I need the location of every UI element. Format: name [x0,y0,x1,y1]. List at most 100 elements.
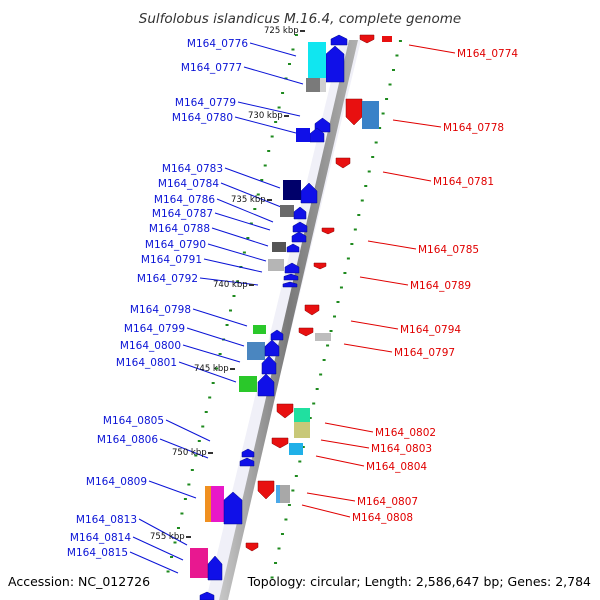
tick-mark-outer [350,243,354,245]
forward-gene-arrow[interactable] [241,448,255,458]
gene-feature-block[interactable] [294,422,310,438]
reverse-gene-arrow[interactable] [245,542,259,552]
gene-feature-block[interactable] [362,101,379,129]
gene-label-M164_0800[interactable]: M164_0800 [120,340,181,352]
gene-label-M164_0797[interactable]: M164_0797 [394,347,455,359]
forward-gene-arrow[interactable] [199,591,215,600]
gene-label-M164_0777[interactable]: M164_0777 [181,62,242,74]
gene-label-M164_0791[interactable]: M164_0791 [141,254,202,266]
forward-gene-arrow[interactable] [283,273,299,281]
gene-label-M164_0785[interactable]: M164_0785 [418,244,479,256]
reverse-gene-arrow[interactable] [276,403,294,419]
gene-label-M164_0804[interactable]: M164_0804 [366,461,427,473]
leader-line [350,320,399,330]
forward-gene-arrow[interactable] [282,281,298,288]
gene-label-M164_0794[interactable]: M164_0794 [400,324,461,336]
gene-label-M164_0802[interactable]: M164_0802 [375,427,436,439]
reverse-gene-arrow[interactable] [335,157,351,169]
reverse-gene-arrow[interactable] [359,34,375,44]
reverse-gene-arrow[interactable] [321,227,335,235]
gene-feature-block[interactable] [280,205,294,217]
tick-mark-inner [176,527,180,529]
gene-label-M164_0778[interactable]: M164_0778 [443,122,504,134]
gene-label-M164_0805[interactable]: M164_0805 [103,415,164,427]
forward-gene-arrow[interactable] [286,243,300,253]
gene-feature-block[interactable] [239,376,257,392]
forward-gene-arrow[interactable] [325,45,345,83]
leader-line [178,361,237,383]
gene-label-M164_0792[interactable]: M164_0792 [137,273,198,285]
scale-tick [208,452,213,454]
gene-label-M164_0780[interactable]: M164_0780 [172,112,233,124]
gene-label-M164_0779[interactable]: M164_0779 [175,97,236,109]
gene-label-M164_0815[interactable]: M164_0815 [67,547,128,559]
reverse-gene-arrow[interactable] [298,327,314,337]
tick-mark-outer [277,547,281,550]
gene-feature-block[interactable] [296,128,310,142]
forward-gene-arrow[interactable] [223,491,243,525]
gene-feature-block[interactable] [382,36,392,42]
gene-label-M164_0776[interactable]: M164_0776 [187,38,248,50]
reverse-gene-arrow[interactable] [304,304,320,316]
gene-label-M164_0790[interactable]: M164_0790 [145,239,206,251]
gene-feature-block[interactable] [289,443,303,455]
forward-gene-arrow[interactable] [293,206,307,220]
forward-gene-arrow[interactable] [257,373,275,397]
gene-label-M164_0788[interactable]: M164_0788 [149,223,210,235]
gene-feature-block[interactable] [320,78,326,92]
gene-feature-block[interactable] [306,78,320,92]
gene-label-M164_0781[interactable]: M164_0781 [433,176,494,188]
gene-label-M164_0806[interactable]: M164_0806 [97,434,158,446]
forward-gene-arrow[interactable] [261,355,277,375]
forward-gene-arrow[interactable] [292,221,308,233]
gene-label-M164_0807[interactable]: M164_0807 [357,496,418,508]
gene-label-M164_0787[interactable]: M164_0787 [152,208,213,220]
gene-feature-block[interactable] [253,325,266,334]
forward-gene-arrow[interactable] [284,262,300,274]
gene-label-M164_0801[interactable]: M164_0801 [116,357,177,369]
forward-gene-arrow[interactable] [270,329,284,341]
gene-label-M164_0803[interactable]: M164_0803 [371,443,432,455]
gene-label-M164_0774[interactable]: M164_0774 [457,48,518,60]
tick-mark-inner [284,77,288,80]
forward-gene-arrow[interactable] [207,555,223,581]
tick-mark-outer [357,214,361,216]
gene-feature-block[interactable] [308,42,326,78]
reverse-gene-arrow[interactable] [257,480,275,500]
gene-feature-block[interactable] [272,242,286,252]
tick-mark-inner [208,396,212,399]
gene-feature-block[interactable] [280,485,290,503]
forward-gene-arrow[interactable] [291,231,307,243]
scale-label-740: 740 kbp [213,280,248,290]
gene-feature-block[interactable] [294,408,310,422]
gene-feature-block[interactable] [283,180,301,200]
gene-feature-block[interactable] [190,548,208,578]
forward-gene-arrow[interactable] [330,34,348,46]
gene-label-M164_0808[interactable]: M164_0808 [352,512,413,524]
gene-label-M164_0783[interactable]: M164_0783 [162,163,223,175]
gene-label-M164_0809[interactable]: M164_0809 [86,476,147,488]
gene-feature-block[interactable] [315,333,331,341]
forward-gene-arrow[interactable] [264,339,280,357]
reverse-gene-arrow[interactable] [345,98,363,126]
gene-label-M164_0813[interactable]: M164_0813 [76,514,137,526]
topology-text: Topology: circular; Length: 2,586,647 bp… [247,574,591,589]
gene-feature-block[interactable] [205,486,213,522]
gene-label-M164_0789[interactable]: M164_0789 [410,280,471,292]
gene-label-M164_0784[interactable]: M164_0784 [158,178,219,190]
gene-label-M164_0799[interactable]: M164_0799 [124,323,185,335]
forward-gene-arrow[interactable] [300,182,318,204]
gene-label-M164_0798[interactable]: M164_0798 [130,304,191,316]
gene-label-M164_0786[interactable]: M164_0786 [154,194,215,206]
gene-label-M164_0814[interactable]: M164_0814 [70,532,131,544]
tick-mark-outer [385,98,389,100]
leader-line [132,536,184,561]
reverse-gene-arrow[interactable] [271,437,289,449]
forward-gene-arrow[interactable] [239,457,255,467]
gene-features [190,34,392,600]
reverse-gene-arrow[interactable] [313,262,327,270]
tick-mark-inner [249,222,253,225]
gene-feature-block[interactable] [247,342,265,360]
gene-feature-block[interactable] [211,486,224,522]
gene-feature-block[interactable] [268,259,284,271]
